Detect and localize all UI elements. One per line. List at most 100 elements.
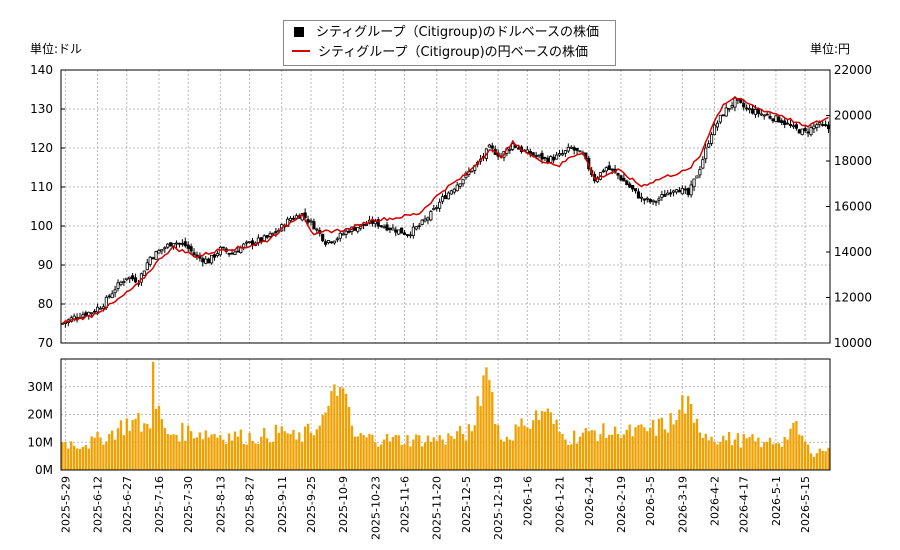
candle-body — [677, 189, 681, 193]
x-tick-label: 2025-9-11 — [276, 476, 289, 533]
candle-body — [812, 125, 816, 130]
candle-body — [654, 201, 658, 203]
volume-bar — [599, 434, 602, 470]
volume-bar — [321, 415, 324, 470]
volume-bar — [666, 432, 669, 470]
x-tick-label: 2026-2-4 — [583, 476, 596, 526]
volume-bar — [473, 425, 476, 470]
candle-body — [93, 310, 97, 313]
candle-body — [715, 122, 719, 128]
x-tick-label: 2025-9-25 — [305, 476, 318, 533]
candle-body — [151, 257, 155, 260]
volume-bar — [707, 440, 710, 470]
candle-body — [321, 233, 325, 242]
volume-bar — [485, 367, 488, 470]
volume-bar — [464, 440, 468, 470]
legend-item-usd: シティグループ（Citigroup)のドルベースの株価 — [292, 23, 599, 43]
candle-body — [262, 235, 266, 242]
candle-body — [268, 233, 272, 237]
volume-bar — [809, 453, 813, 470]
candle-body — [95, 306, 100, 313]
volume-bar — [722, 435, 725, 470]
candle-body — [543, 157, 547, 159]
left-tick-label: 80 — [38, 297, 53, 311]
candle-body — [674, 189, 679, 193]
volume-bar — [242, 443, 245, 470]
candle-body — [110, 293, 114, 299]
candle-body — [84, 312, 88, 316]
candle-body — [250, 240, 255, 246]
volume-bar — [540, 411, 544, 470]
candle-body — [414, 226, 418, 230]
volume-bar — [298, 432, 301, 470]
volume-bar — [397, 435, 400, 470]
volume-bar — [400, 444, 403, 470]
candle-body — [329, 241, 334, 244]
right-tick-label: 14000 — [834, 245, 872, 259]
candle-body — [429, 211, 433, 221]
volume-bar — [119, 420, 123, 470]
candle-body — [291, 217, 296, 220]
volume-bar — [312, 435, 316, 470]
volume-bar — [730, 445, 734, 470]
x-tick-label: 2026-4-17 — [738, 476, 751, 533]
volume-bar — [420, 446, 424, 470]
candle-body — [791, 125, 796, 128]
volume-bar — [263, 427, 266, 470]
candle-body — [324, 241, 328, 245]
candle-body — [701, 159, 705, 169]
volume-bar — [491, 392, 494, 470]
volume-bar — [675, 420, 678, 470]
candle-body — [540, 152, 544, 160]
volume-bar — [388, 441, 392, 470]
candle-body — [347, 230, 351, 233]
volume-bar — [315, 429, 319, 470]
candle-body — [788, 123, 793, 127]
x-tick-label: 2026-3-5 — [644, 476, 657, 526]
candle-body — [423, 218, 427, 222]
volume-bar — [558, 431, 561, 470]
volume-bar — [710, 436, 713, 470]
candle-body — [560, 153, 565, 156]
candle-body — [376, 219, 380, 227]
volume-bar — [143, 423, 146, 470]
volume-bar — [374, 442, 377, 470]
candle-body — [458, 183, 462, 187]
candle-body — [166, 243, 170, 248]
volume-bar — [821, 450, 824, 470]
x-tick-label: 2025-6-27 — [121, 476, 134, 533]
candle-body — [806, 131, 810, 134]
volume-bar — [371, 434, 374, 470]
volume-bar — [476, 396, 479, 470]
legend: シティグループ（Citigroup)のドルベースの株価 シティグループ（Citi… — [283, 20, 616, 66]
x-axis-labels: 2025-5-29 2025-6-12 2025-6-27 2025-7-16 2025… — [59, 476, 812, 540]
x-tick-label: 2025-8-27 — [244, 476, 257, 533]
volume-bar — [774, 443, 778, 470]
volume-bar — [812, 456, 816, 470]
candle-body — [131, 275, 135, 280]
volume-bar — [619, 437, 623, 470]
candle-body — [233, 251, 237, 256]
volume-bar — [283, 431, 286, 470]
volume-bar — [575, 443, 579, 470]
volume-bar — [692, 422, 696, 470]
candle-body — [397, 229, 401, 235]
volume-bar — [517, 426, 520, 470]
volume-bar — [719, 441, 722, 470]
volume-bar — [248, 432, 251, 470]
volume-bar — [572, 430, 576, 470]
volume-bar — [274, 424, 278, 470]
volume-bar — [444, 444, 447, 470]
candle-body — [326, 240, 331, 244]
volume-bar — [567, 444, 570, 470]
volume-bar — [102, 444, 105, 470]
volume-bar — [678, 409, 681, 470]
volume-bar — [187, 425, 190, 470]
candle-body — [210, 254, 214, 264]
volume-bar — [736, 433, 740, 470]
volume-bars — [61, 361, 830, 470]
volume-bar — [254, 443, 257, 470]
candle-body — [601, 170, 605, 173]
volume-bar — [90, 436, 93, 470]
volume-bar — [461, 434, 465, 470]
